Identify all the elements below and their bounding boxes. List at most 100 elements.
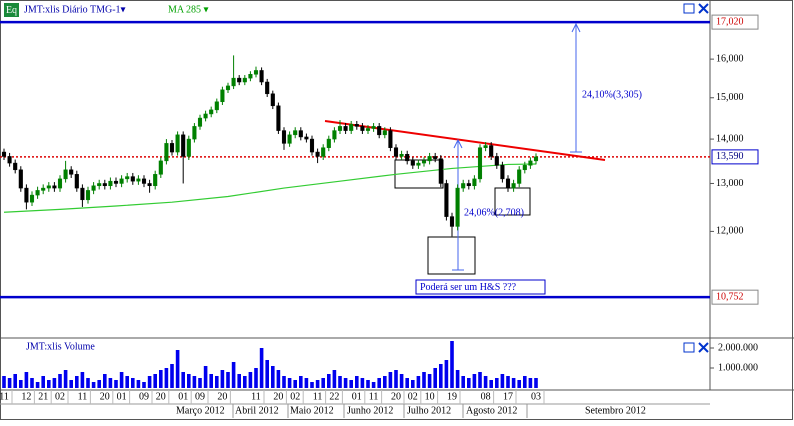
moving-average	[3, 163, 537, 213]
volume-bar	[293, 380, 297, 388]
candle-body	[522, 165, 527, 171]
volume-bar	[405, 378, 409, 388]
candle-body	[13, 162, 18, 171]
volume-bar	[394, 370, 398, 388]
volume-bar	[377, 378, 381, 388]
window-button[interactable]	[683, 3, 695, 14]
candle-body	[382, 130, 387, 136]
volume-bar	[489, 380, 493, 388]
y-tick-label: 13,000	[716, 178, 744, 189]
chart-title[interactable]: JMT:xlis Diário TMG-1▾	[24, 4, 126, 15]
volume-bar	[7, 378, 12, 388]
candle-body	[337, 126, 343, 131]
candle-body	[63, 169, 68, 180]
candle-body	[405, 153, 410, 162]
last-price-label: 13,590	[716, 151, 744, 162]
candle-body	[259, 70, 264, 83]
candle-body	[80, 187, 85, 201]
candle-body	[270, 93, 275, 107]
candle-body	[248, 74, 253, 79]
volume-bar	[478, 372, 482, 388]
volume-bar	[327, 374, 331, 388]
volume-bar	[192, 376, 197, 388]
volume-bar	[371, 382, 376, 388]
x-tick-label: 12	[21, 391, 31, 402]
last-price-box	[711, 149, 759, 165]
volume-bar	[52, 378, 57, 388]
volume-bar	[114, 380, 118, 388]
candle-body	[24, 187, 29, 203]
volume-bar	[500, 374, 505, 388]
annotation: 24,10%(3,305)	[582, 89, 642, 100]
x-tick-label: 02	[290, 391, 300, 402]
candle-body	[158, 160, 163, 175]
candle-body	[108, 180, 113, 187]
volume-bar	[30, 378, 34, 388]
volume-bar	[495, 378, 499, 388]
candle-body	[494, 156, 499, 166]
volume-bar	[220, 370, 225, 388]
candle-body	[141, 178, 147, 184]
close-button[interactable]	[698, 3, 709, 14]
x-tick-label: 19	[447, 391, 457, 402]
volume-bar	[422, 372, 426, 388]
candle-body	[287, 134, 292, 144]
volume-bar	[433, 368, 437, 388]
candle-body	[41, 187, 46, 191]
candle-body	[410, 160, 415, 166]
level-label: 17,020	[716, 16, 744, 27]
volume-bar	[237, 374, 241, 388]
candle-body	[444, 183, 449, 217]
pattern-box	[427, 236, 476, 275]
x-tick-label: 08	[481, 391, 491, 402]
badge: Eq	[6, 5, 17, 16]
x-tick-label: 17	[503, 391, 513, 402]
y-tick-label: 14,000	[716, 133, 744, 144]
volume-bar	[24, 372, 29, 388]
candle-body	[147, 183, 152, 187]
candle-body	[309, 138, 315, 153]
candle-body	[326, 138, 331, 148]
volume-bar	[299, 376, 303, 388]
candle-body	[57, 178, 63, 189]
x-tick-label: 11	[251, 391, 261, 402]
volume-bar	[506, 376, 510, 388]
indicator-name[interactable]: MA 285 ▾	[168, 4, 209, 15]
candle-body	[231, 77, 236, 87]
volume-bar	[517, 380, 521, 388]
volume-bar	[483, 376, 488, 388]
candle-body	[449, 216, 455, 227]
candle-body	[91, 185, 96, 191]
candle-body	[214, 101, 219, 111]
volume-bar	[164, 368, 169, 388]
candle-body	[343, 126, 348, 131]
volume-bar	[450, 341, 454, 388]
candle-body	[477, 147, 483, 180]
candle-body	[136, 178, 141, 182]
candle-body	[125, 176, 130, 180]
volume-bar	[159, 370, 163, 388]
candle-body	[393, 147, 399, 157]
volume-bar	[282, 376, 286, 388]
volume-bar	[416, 376, 421, 388]
annotation: Poderá ser um H&S ???	[420, 282, 517, 293]
candle-body	[349, 124, 354, 131]
volume-bar	[315, 380, 320, 388]
level-label: 10,752	[716, 291, 744, 302]
candle-body	[181, 134, 186, 157]
candle-body	[533, 156, 539, 162]
candle-body	[253, 70, 259, 75]
month-label: Abril 2012	[235, 405, 279, 416]
candle-body	[293, 130, 298, 136]
candle-body	[489, 145, 494, 157]
window-button[interactable]	[683, 342, 695, 353]
volume-bar	[58, 374, 62, 388]
close-button[interactable]	[698, 342, 709, 353]
candle-body	[315, 151, 320, 157]
candle-body	[276, 105, 281, 131]
volume-bar	[47, 380, 51, 388]
volume-bar	[80, 372, 85, 388]
